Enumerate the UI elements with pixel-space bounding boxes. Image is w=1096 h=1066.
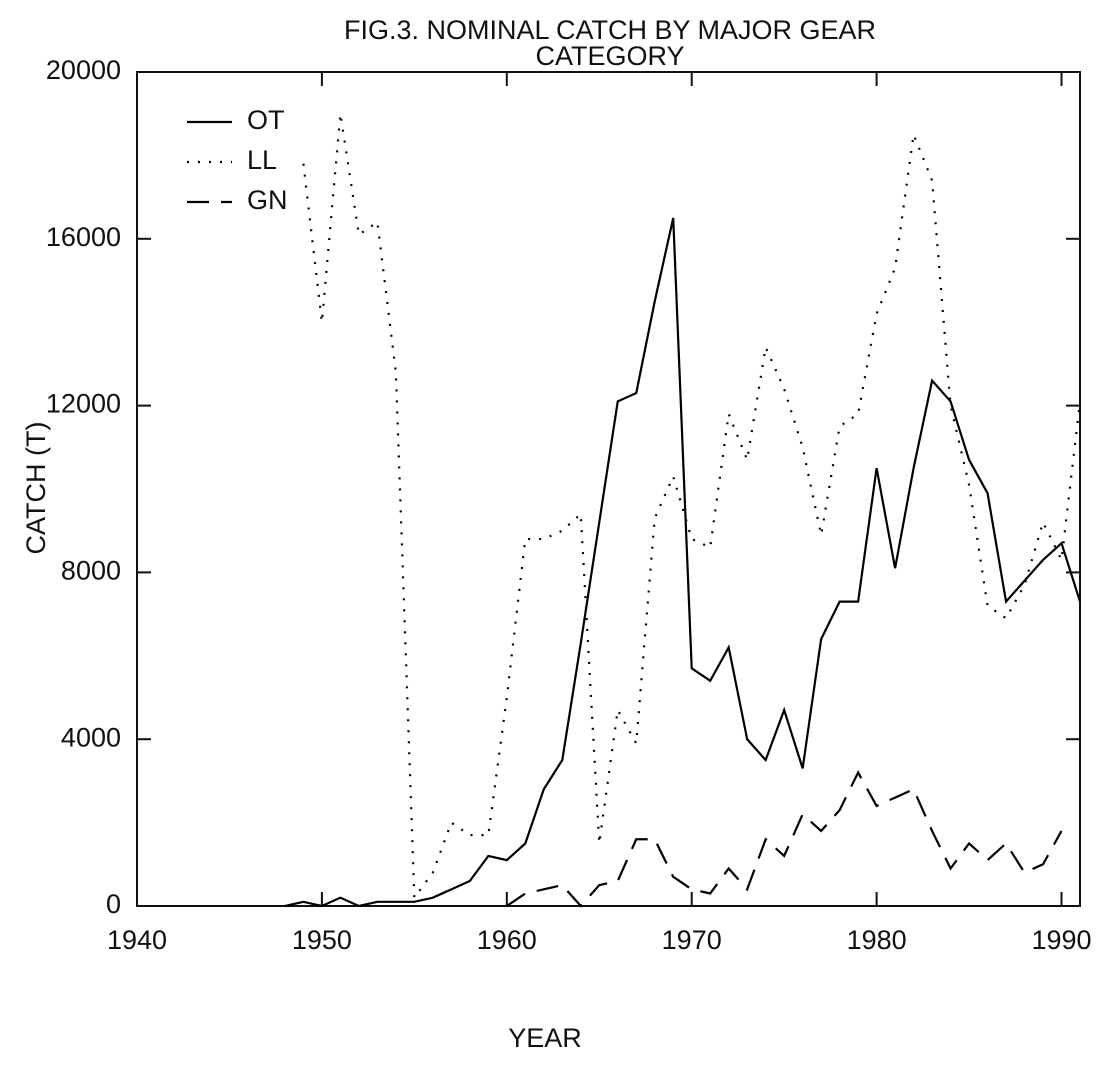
- x-axis-label: YEAR: [508, 1023, 582, 1053]
- x-tick-label: 1990: [1031, 925, 1091, 955]
- y-tick-label: 20000: [46, 55, 121, 85]
- chart-title: CATEGORY: [535, 41, 684, 71]
- chart-title: FIG.3. NOMINAL CATCH BY MAJOR GEAR: [344, 15, 876, 45]
- x-tick-label: 1960: [477, 925, 537, 955]
- legend-label: GN: [247, 185, 288, 215]
- legend-label: OT: [247, 105, 285, 135]
- y-axis-label: CATCH (T): [21, 422, 51, 555]
- data-line: [302, 113, 1082, 901]
- x-tick-label: 1950: [292, 925, 352, 955]
- x-tick-label: 1940: [107, 925, 167, 955]
- y-tick-label: 16000: [46, 222, 121, 252]
- x-tick-label: 1970: [662, 925, 722, 955]
- data-line: [506, 770, 1063, 908]
- x-tick-label: 1980: [847, 925, 907, 955]
- legend-label: LL: [247, 145, 277, 175]
- data-line: [284, 217, 1082, 908]
- y-tick-label: 12000: [46, 389, 121, 419]
- plot-frame: [136, 71, 1081, 907]
- y-tick-label: 0: [106, 889, 121, 919]
- y-tick-label: 8000: [61, 556, 121, 586]
- y-tick-label: 4000: [61, 722, 121, 752]
